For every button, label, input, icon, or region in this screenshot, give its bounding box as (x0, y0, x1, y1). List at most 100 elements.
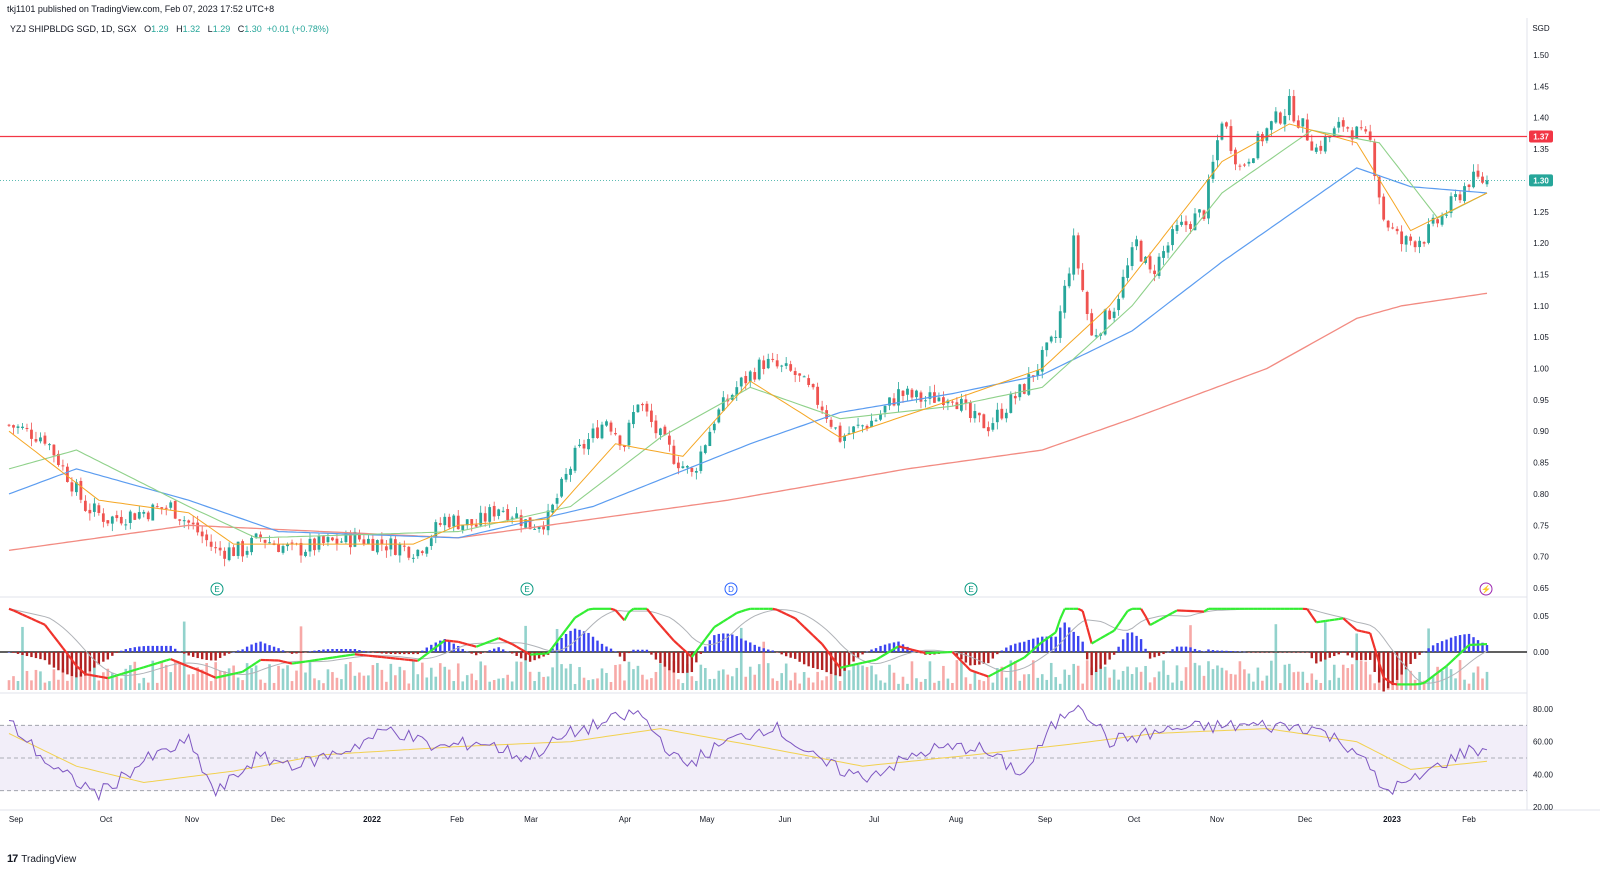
ema-mid-line (8, 129, 1488, 539)
macd-histogram-bar (245, 646, 249, 652)
candle-body (1256, 133, 1260, 159)
macd-line-segment (457, 640, 464, 645)
macd-line-segment (1387, 679, 1394, 685)
volume-bar (187, 674, 190, 690)
candle-body (1175, 225, 1179, 231)
macd-histogram-bar (519, 652, 523, 659)
candle-body (173, 500, 177, 519)
open-label: O (144, 24, 152, 34)
candle-body (636, 404, 640, 413)
volume-bar (1013, 660, 1017, 690)
candle-body (48, 444, 51, 446)
macd-line-segment (1163, 614, 1169, 619)
macd-line-segment (807, 630, 814, 637)
macd-line-segment (812, 634, 819, 641)
macd-histogram-bar (129, 648, 132, 652)
candle-body (151, 504, 155, 521)
volume-bar (376, 663, 379, 690)
candle-body (847, 433, 851, 435)
macd-line-segment (138, 666, 145, 670)
price-tick-label: 0.75 (1533, 521, 1549, 530)
volume-bar (910, 661, 914, 690)
macd-line-segment (816, 638, 823, 645)
macd-line-segment (1373, 647, 1381, 664)
volume-bar (802, 672, 806, 690)
macd-line-segment (1441, 665, 1448, 671)
volume-bar (84, 674, 87, 690)
candle-body (1476, 170, 1480, 177)
volume-bar (1279, 683, 1282, 690)
macd-histogram-bar (34, 652, 38, 659)
macd-line-segment (98, 675, 104, 679)
volume-bar (1072, 663, 1075, 690)
volume-bar (1274, 624, 1278, 690)
macd-line-segment (1383, 676, 1389, 682)
macd-histogram-bar (1360, 652, 1363, 661)
volume-bar (160, 661, 164, 690)
candle-body (281, 546, 285, 553)
macd-histogram-bar (802, 652, 806, 665)
macd-histogram-bar (362, 650, 366, 652)
macd-histogram-bar (1270, 652, 1273, 653)
macd-line-segment (417, 656, 423, 662)
macd-line-segment (655, 619, 662, 627)
candle-body (1296, 120, 1300, 128)
macd-line-segment (426, 649, 432, 655)
volume-bar (726, 674, 730, 690)
macd-histogram-bar (1364, 652, 1367, 661)
macd-histogram-bar (326, 649, 330, 652)
macd-line-segment (129, 668, 136, 673)
volume-bar (1171, 682, 1174, 690)
volume-bar (560, 664, 563, 690)
macd-histogram-bar (223, 652, 226, 656)
macd-histogram-bar (1085, 652, 1089, 660)
macd-histogram-bar (820, 652, 824, 671)
candle-body (820, 406, 824, 411)
volume-bar (178, 664, 182, 690)
candle-body (614, 433, 617, 435)
macd-histogram-bar (448, 641, 451, 652)
macd-histogram-bar (1166, 651, 1170, 653)
macd-line-segment (1059, 608, 1066, 620)
price-chart[interactable]: SGD 1.50 1.45 1.40 1.35 1.30 1.25 1.20 1.15 1.10 1… (0, 0, 1600, 850)
volume-bar (551, 667, 554, 690)
candle-body (254, 533, 258, 538)
macd-histogram-bar (39, 652, 42, 660)
macd-histogram-bar (829, 652, 833, 674)
candle-body (623, 445, 626, 448)
macd-line-segment (1023, 652, 1030, 659)
volume-bar (169, 672, 173, 690)
candle-body (892, 398, 896, 406)
candle-body (169, 502, 173, 508)
candle-body (12, 425, 15, 428)
macd-line-segment (1167, 611, 1174, 617)
candle-body (155, 506, 159, 508)
volume-bar (933, 682, 936, 690)
macd-histogram-bar (1368, 652, 1372, 660)
macd-line-segment (48, 629, 55, 638)
macd-histogram-bar (1068, 627, 1071, 652)
macd-histogram-bar (515, 652, 518, 656)
macd-histogram-bar (124, 649, 128, 652)
time-tick-label: Apr (619, 815, 632, 824)
candle-body (1067, 273, 1071, 287)
candle-body (375, 540, 379, 553)
macd-histogram-bar (1436, 643, 1439, 652)
volume-bar (191, 674, 195, 690)
macd-line-segment (170, 658, 176, 662)
candle-body (218, 547, 222, 551)
macd-line-segment (1347, 621, 1353, 628)
macd-histogram-bar (1054, 636, 1057, 652)
volume-bar (1301, 671, 1305, 690)
volume-bar (533, 680, 536, 690)
candle-body (30, 429, 33, 439)
volume-bar (1085, 660, 1089, 690)
candle-body (986, 427, 990, 432)
volume-bar (1238, 661, 1242, 690)
volume-bar (209, 681, 213, 690)
candle-body (1373, 141, 1377, 177)
candle-body (542, 526, 545, 530)
macd-histogram-bar (232, 651, 235, 653)
time-tick-label: Aug (949, 815, 963, 824)
candle-body (425, 547, 429, 554)
